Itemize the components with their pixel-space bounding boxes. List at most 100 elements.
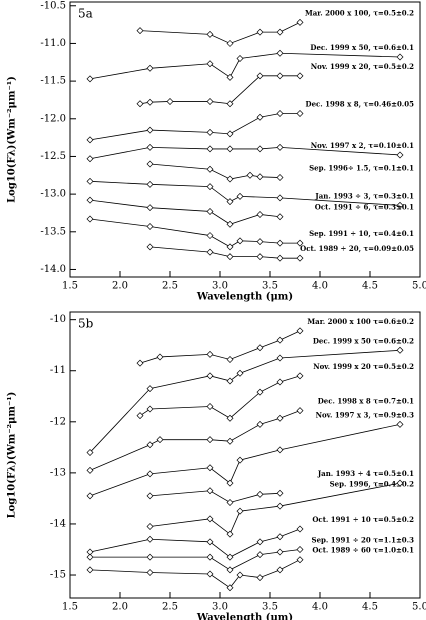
series-label: Dec. 1998 x 8, τ=0.46±0.05 — [306, 100, 415, 109]
x-tick-label: 5.0 — [412, 602, 426, 613]
marker — [296, 18, 304, 26]
marker — [296, 239, 304, 247]
marker — [276, 110, 284, 118]
marker — [206, 538, 214, 546]
marker — [86, 215, 94, 223]
marker — [296, 407, 304, 415]
marker — [156, 436, 164, 444]
marker — [226, 198, 234, 206]
marker — [236, 55, 244, 63]
series-label: Sep. 1991 ÷ 20 τ=1.1±0.3 — [312, 535, 415, 544]
marker — [206, 232, 214, 240]
x-tick-label: 3.0 — [212, 602, 228, 613]
series-label: Dec. 1998 x 8 τ=0.7±0.1 — [318, 397, 414, 406]
series-label: Sep. 1991 ÷ 10, τ=0.4±0.1 — [309, 229, 414, 238]
marker — [206, 30, 214, 38]
panel-label: 5b — [78, 317, 94, 331]
marker — [256, 238, 264, 246]
x-tick-label: 3.5 — [262, 602, 278, 613]
x-tick-label: 4.0 — [312, 602, 328, 613]
marker — [146, 143, 154, 151]
series-line — [149, 246, 300, 259]
y-tick-label: -11.5 — [40, 76, 66, 87]
marker — [256, 538, 264, 546]
marker — [86, 136, 94, 144]
marker — [136, 412, 144, 420]
series-line — [90, 549, 301, 571]
marker — [146, 64, 154, 72]
marker — [256, 574, 264, 582]
marker — [276, 336, 284, 344]
marker — [206, 436, 214, 444]
series-line — [89, 199, 281, 225]
y-tick-label: -11.0 — [40, 38, 66, 49]
marker — [276, 254, 284, 262]
y-axis-label: Log10(Fλ)(Wm⁻²μm⁻¹) — [7, 392, 18, 519]
marker — [276, 174, 284, 182]
series-line — [139, 375, 301, 419]
series-line — [149, 482, 401, 535]
marker — [296, 110, 304, 118]
y-tick-label: -10 — [50, 314, 66, 325]
marker — [206, 372, 214, 380]
x-tick-label: 3.5 — [262, 281, 278, 292]
x-tick-label: 1.5 — [62, 281, 78, 292]
marker — [226, 145, 234, 153]
series-line — [139, 21, 301, 44]
series-label: Oct. 1989 ÷ 60 τ=1.0±0.1 — [312, 546, 414, 555]
marker — [86, 566, 94, 574]
x-tick-label: 2.0 — [112, 602, 128, 613]
y-tick-label: -15 — [50, 570, 66, 581]
marker — [146, 553, 154, 561]
series-line — [89, 410, 301, 471]
marker — [236, 456, 244, 464]
x-tick-label: 2.5 — [162, 602, 178, 613]
series-label: Jan. 1993 ÷ 3, τ=0.3±0.1 — [314, 191, 414, 200]
series-label: Dec. 1999 x 50 τ=0.6±0.2 — [313, 336, 414, 345]
marker — [276, 28, 284, 36]
marker — [206, 128, 214, 136]
marker — [146, 126, 154, 134]
marker — [86, 155, 94, 163]
plot-frame — [69, 311, 421, 599]
x-tick-label: 2.5 — [162, 281, 178, 292]
series-line — [139, 75, 300, 105]
marker — [396, 346, 404, 354]
marker — [276, 194, 284, 202]
marker — [396, 53, 404, 61]
marker — [146, 492, 154, 500]
marker — [296, 372, 304, 380]
marker — [276, 49, 284, 57]
marker — [276, 548, 284, 556]
marker — [396, 151, 404, 159]
panel-label: 5a — [78, 7, 93, 21]
series-label: Nov. 1997 x 3, τ=0.9±0.3 — [316, 410, 415, 419]
series-line — [139, 330, 301, 364]
marker — [206, 402, 214, 410]
marker — [396, 479, 404, 487]
marker — [236, 507, 244, 515]
series-label: Oct. 1991 ÷ 6, τ=0.3±0.1 — [315, 203, 414, 212]
y-tick-label: -11 — [50, 365, 66, 376]
y-tick-label: -14.0 — [40, 264, 66, 275]
marker — [276, 213, 284, 221]
marker — [86, 553, 94, 561]
y-tick-label: -12 — [50, 416, 66, 427]
marker — [256, 113, 264, 121]
x-tick-label: 3.0 — [212, 281, 228, 292]
marker — [256, 253, 264, 261]
marker — [256, 210, 264, 218]
marker — [206, 97, 214, 105]
marker — [256, 145, 264, 153]
marker — [86, 448, 94, 456]
marker — [276, 533, 284, 541]
marker — [206, 515, 214, 523]
marker — [146, 204, 154, 212]
marker — [226, 39, 234, 47]
marker — [296, 545, 304, 553]
marker — [256, 388, 264, 396]
marker — [86, 492, 94, 500]
series-label: Nov. 1999 x 20 τ=0.5±0.2 — [313, 362, 414, 371]
marker — [236, 571, 244, 579]
